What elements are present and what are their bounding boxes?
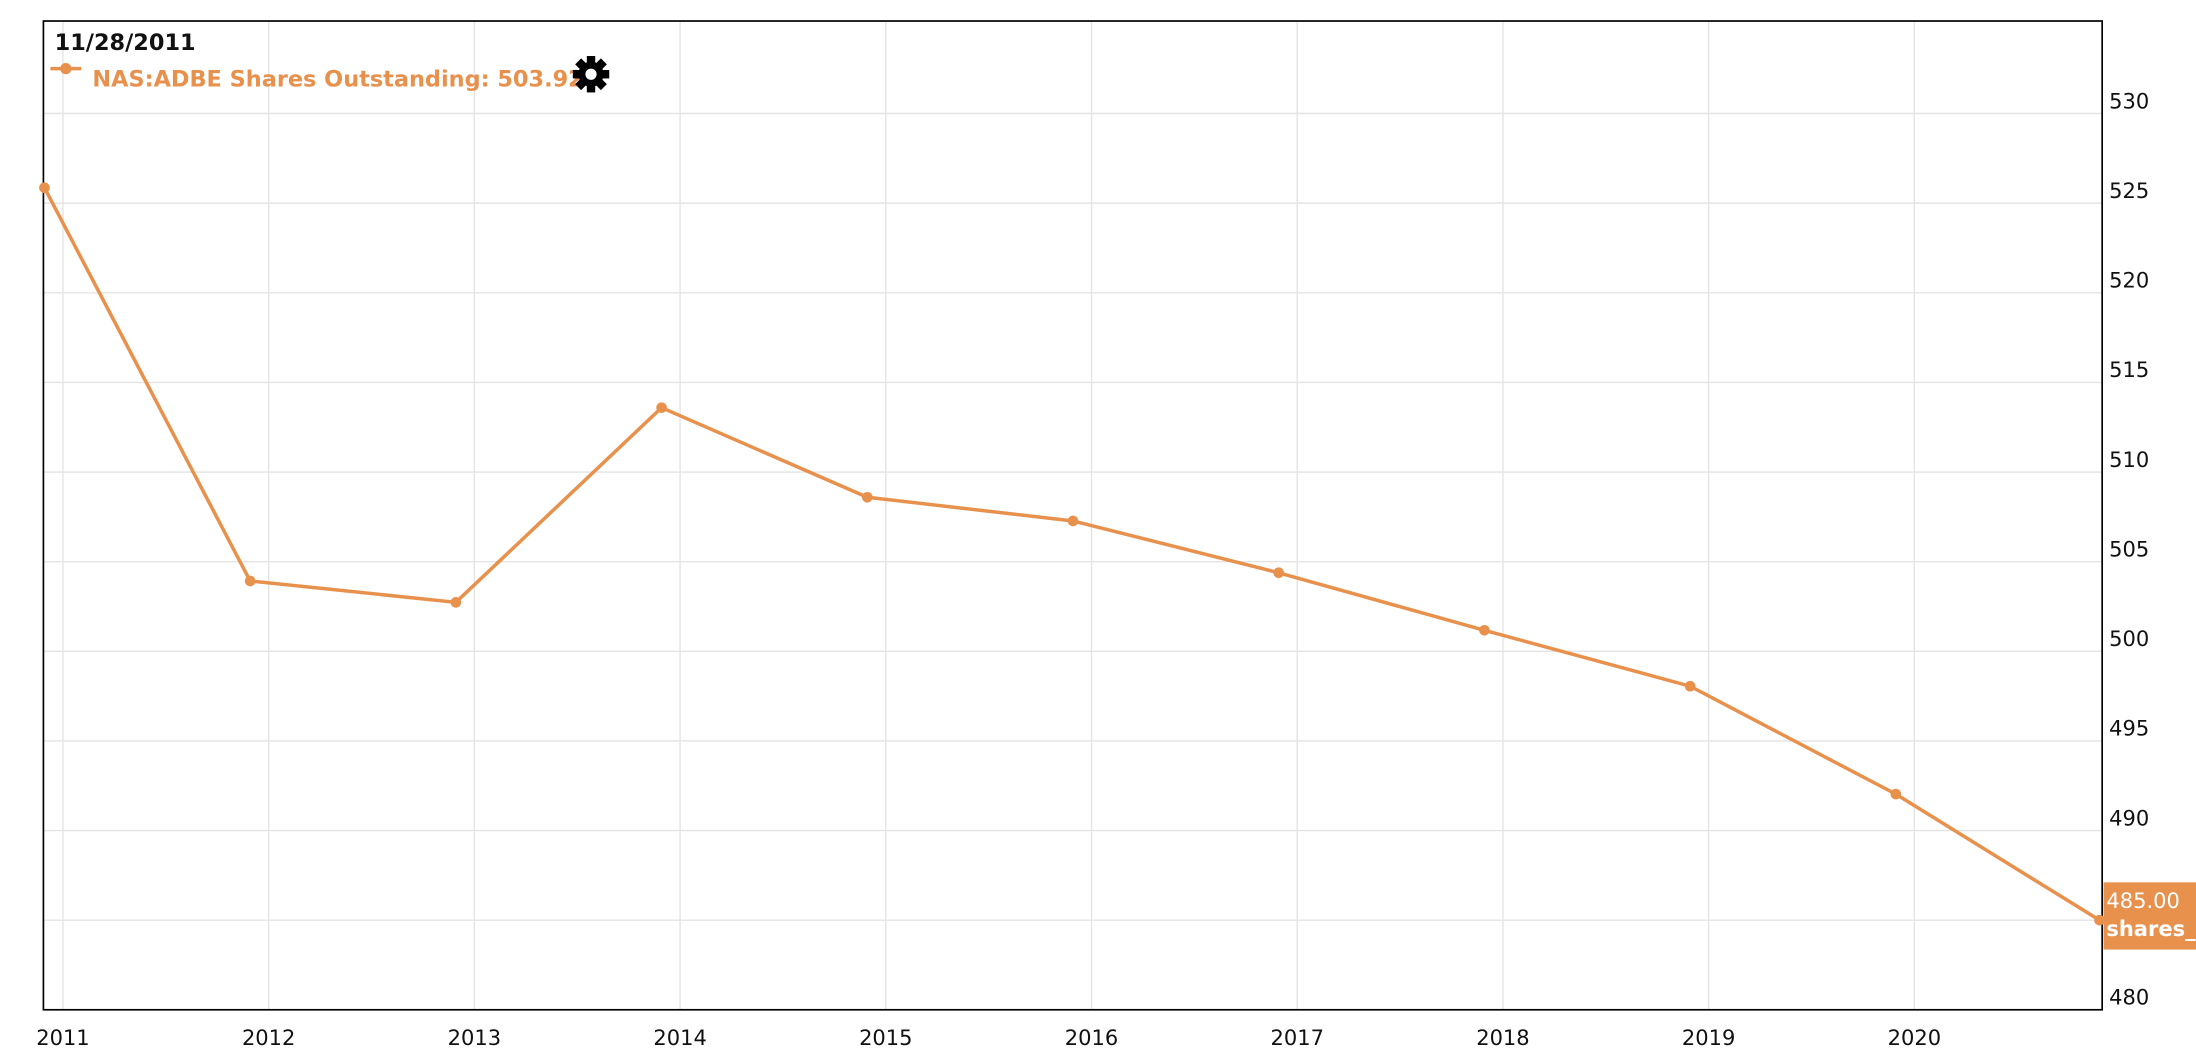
x-tick-label: 2013 xyxy=(448,1026,501,1050)
plot-border xyxy=(42,20,2104,1011)
x-tick-label: 2020 xyxy=(1888,1026,1941,1050)
data-point xyxy=(39,182,50,194)
y-tick-label: 515 xyxy=(2109,358,2149,382)
x-tick-label: 2012 xyxy=(242,1026,295,1050)
data-point xyxy=(1890,788,1902,800)
y-tick-label: 520 xyxy=(2109,269,2149,293)
y-tick-label: 490 xyxy=(2109,806,2149,830)
x-tick-label: 2016 xyxy=(1065,1026,1118,1050)
settings-icon[interactable] xyxy=(572,56,610,93)
grid xyxy=(43,21,2103,1011)
x-tick-label: 2017 xyxy=(1270,1026,1323,1050)
x-tick-label: 2015 xyxy=(859,1026,912,1050)
value-label-box xyxy=(2103,882,2196,950)
y-tick-label: 480 xyxy=(2109,986,2149,1010)
value-label: 485.00 xyxy=(2106,889,2179,913)
y-tick-label: 495 xyxy=(2109,717,2149,741)
value-label-unit: shares_ xyxy=(2106,917,2196,941)
data-point xyxy=(1273,567,1285,579)
y-tick-label: 530 xyxy=(2109,89,2149,113)
y-tick-label: 500 xyxy=(2109,627,2149,651)
data-point xyxy=(2094,914,2105,926)
legend-marker xyxy=(60,63,72,75)
y-tick-label: 510 xyxy=(2109,448,2149,472)
y-tick-label: 505 xyxy=(2109,537,2149,561)
data-point xyxy=(450,597,462,608)
data-point xyxy=(1479,624,1490,636)
y-tick-label: 525 xyxy=(2109,179,2149,203)
legend-label: NAS:ADBE Shares Outstanding: 503.92 xyxy=(92,66,583,92)
data-point xyxy=(1684,680,1696,692)
data-point xyxy=(656,402,667,413)
x-tick-label: 2014 xyxy=(653,1026,706,1050)
marks xyxy=(39,182,2105,926)
x-tick-label: 2018 xyxy=(1476,1026,1529,1050)
x-tick-label: 2019 xyxy=(1682,1026,1735,1050)
data-point xyxy=(1067,515,1079,527)
series-line xyxy=(42,186,2101,922)
data-point xyxy=(861,491,873,503)
data-point xyxy=(244,575,256,587)
hover-date: 11/28/2011 xyxy=(55,30,196,56)
x-tick-label: 2011 xyxy=(36,1026,89,1050)
